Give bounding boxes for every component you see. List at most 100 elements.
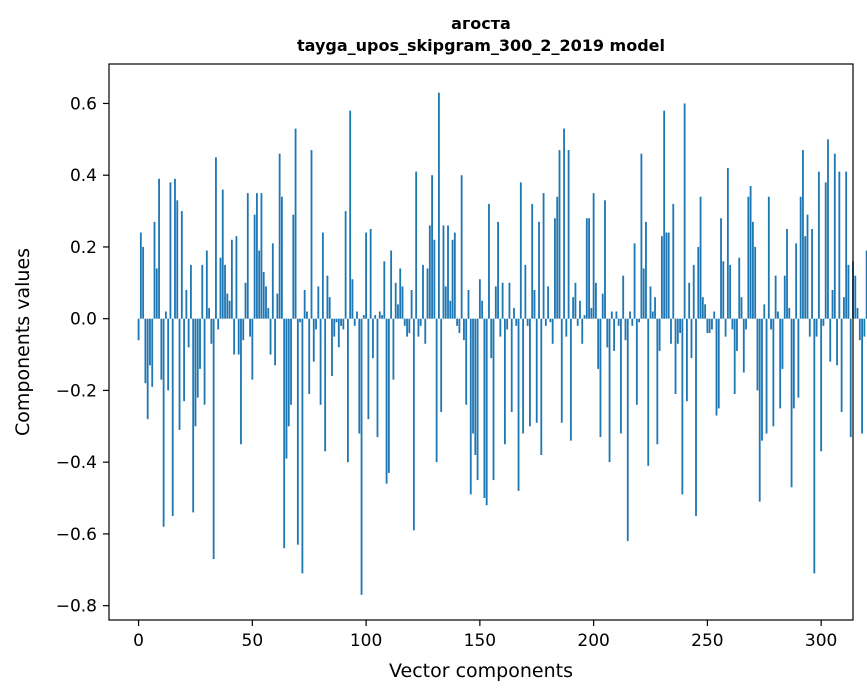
bar-173 [531, 203, 534, 319]
bar-250 [706, 318, 709, 334]
bar-283 [781, 318, 784, 369]
bar-316 [856, 307, 859, 319]
bar-53 [258, 250, 261, 319]
bar-106 [378, 311, 381, 319]
bar-172 [529, 318, 531, 427]
bar-121 [412, 318, 415, 531]
bar-86 [333, 318, 336, 337]
bar-113 [394, 282, 397, 319]
bar-90 [342, 318, 345, 330]
bar-24 [192, 318, 195, 513]
bar-216 [629, 311, 631, 319]
bar-209 [613, 318, 616, 351]
bar-18 [178, 318, 181, 430]
bar-1 [139, 232, 142, 319]
bar-272 [756, 318, 759, 391]
bar-155 [490, 318, 493, 359]
bar-7 [153, 221, 156, 319]
bar-159 [499, 318, 502, 337]
bar-21 [185, 289, 188, 319]
bar-87 [335, 318, 338, 323]
bar-146 [469, 318, 472, 495]
bar-183 [554, 218, 556, 319]
y-tick-label: −0.6 [56, 525, 97, 545]
bar-15 [171, 318, 174, 516]
bar-232 [665, 232, 668, 319]
bar-317 [858, 318, 861, 341]
bar-67 [290, 318, 292, 405]
y-tick-label: 0.0 [70, 310, 97, 330]
bar-109 [385, 318, 388, 484]
bar-66 [287, 318, 290, 427]
bar-126 [424, 318, 427, 344]
bar-214 [624, 318, 627, 341]
bar-188 [565, 318, 568, 337]
bar-252 [711, 318, 713, 330]
bar-19 [180, 211, 183, 319]
bar-320 [865, 250, 867, 319]
bar-162 [506, 318, 509, 330]
bar-312 [847, 264, 850, 319]
bar-2 [142, 246, 145, 319]
bar-195 [581, 318, 584, 344]
bar-37 [221, 189, 224, 319]
bar-137 [449, 300, 452, 319]
bar-60 [274, 318, 276, 366]
bar-118 [406, 318, 408, 337]
x-tick-label: 250 [691, 631, 723, 651]
bar-144 [465, 318, 468, 405]
bar-249 [704, 304, 707, 319]
bar-51 [253, 214, 256, 319]
bar-190 [569, 318, 572, 441]
bar-12 [164, 311, 167, 319]
bar-32 [210, 318, 213, 344]
y-tick-label: −0.2 [56, 381, 97, 401]
bar-205 [604, 200, 606, 319]
bar-258 [724, 318, 727, 337]
bar-196 [583, 315, 586, 319]
bar-297 [813, 318, 816, 574]
y-tick-label: 0.4 [70, 166, 97, 186]
bar-8 [155, 268, 158, 319]
bar-192 [574, 282, 577, 319]
bar-132 [438, 92, 440, 319]
bar-175 [535, 318, 538, 423]
bar-308 [838, 171, 841, 319]
bar-291 [799, 196, 802, 319]
bar-68 [292, 214, 295, 319]
bar-80 [319, 318, 322, 405]
bar-279 [772, 318, 775, 427]
bar-110 [387, 318, 390, 473]
bar-40 [228, 300, 231, 319]
bar-76 [310, 150, 313, 319]
y-axis-label: Components values [12, 248, 34, 436]
bar-28 [201, 264, 204, 319]
y-tick-label: 0.2 [70, 238, 97, 258]
bar-9 [158, 178, 160, 319]
bar-166 [515, 318, 518, 326]
bar-72 [301, 318, 304, 574]
bar-319 [863, 318, 866, 337]
bar-227 [654, 297, 656, 319]
bar-119 [408, 318, 411, 334]
bar-107 [381, 315, 383, 319]
bar-163 [508, 282, 511, 319]
bar-124 [419, 318, 422, 326]
bar-198 [588, 218, 590, 319]
bar-261 [731, 318, 734, 330]
bar-292 [802, 150, 804, 319]
bar-13 [167, 318, 170, 391]
bar-36 [219, 257, 222, 319]
bar-88 [337, 318, 340, 348]
bar-55 [262, 272, 265, 319]
bar-176 [538, 221, 540, 319]
bar-17 [176, 200, 179, 319]
bar-298 [815, 318, 818, 337]
bar-296 [811, 229, 813, 319]
bar-103 [372, 318, 374, 359]
bar-228 [656, 318, 659, 445]
bar-184 [556, 196, 559, 319]
bar-309 [840, 318, 843, 412]
bar-16 [174, 178, 176, 319]
bar-14 [169, 182, 172, 319]
